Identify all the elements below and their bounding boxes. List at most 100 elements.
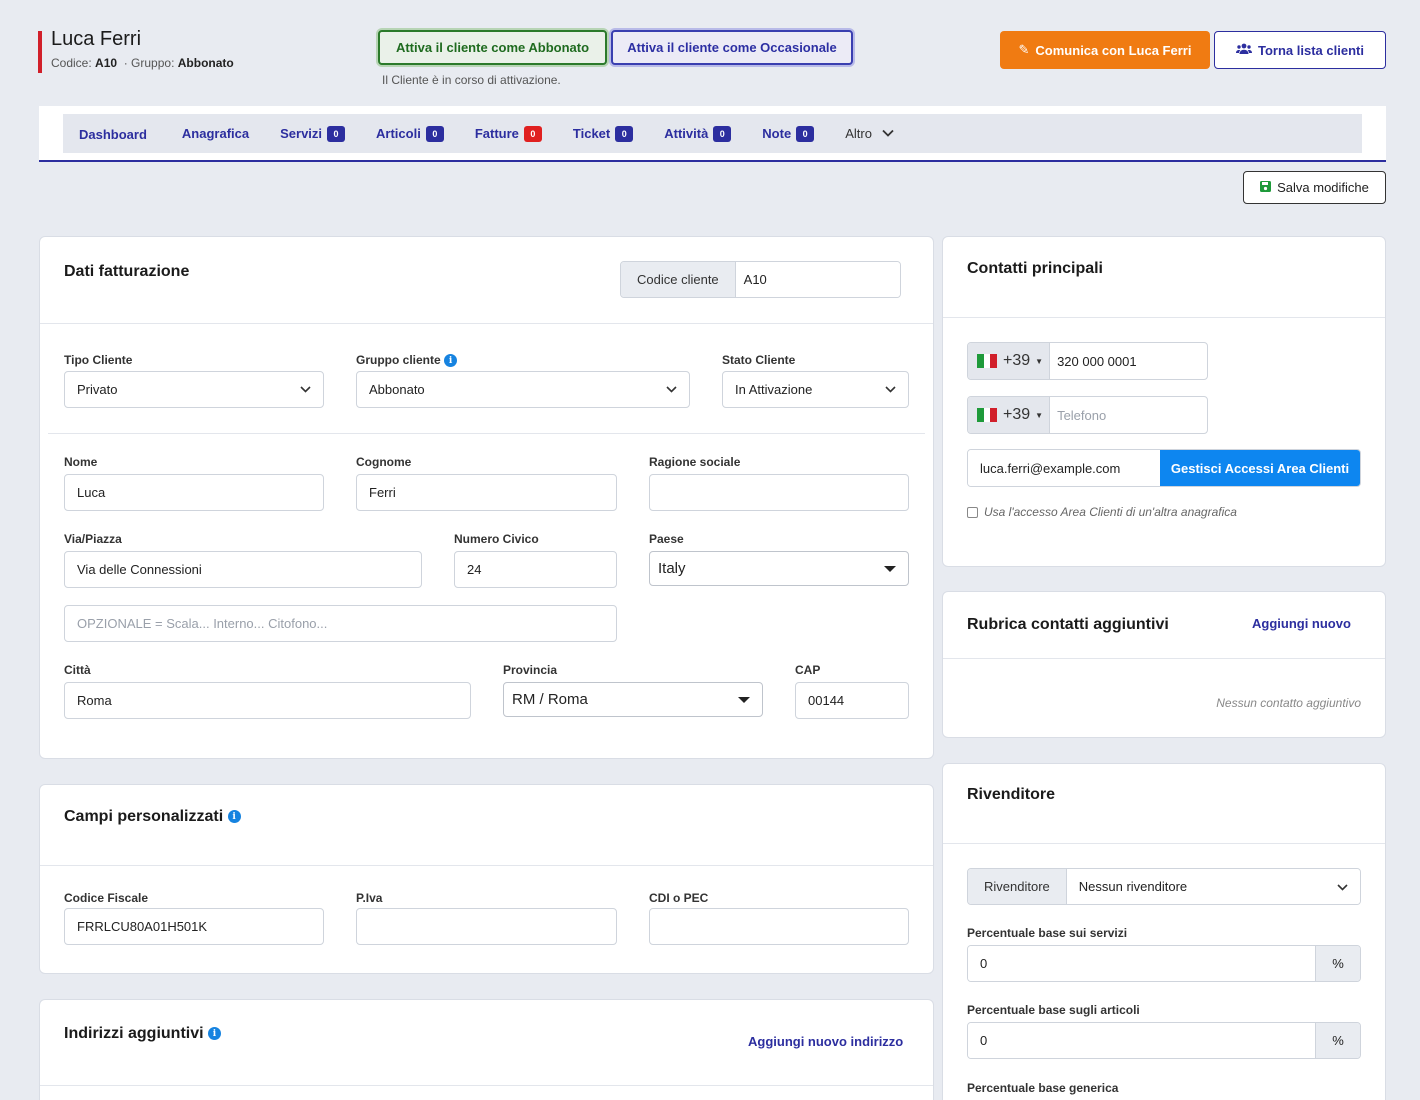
divider: [40, 865, 933, 866]
tipo-cliente-select[interactable]: Privato: [64, 371, 324, 408]
activate-subscriber-button[interactable]: Attiva il cliente come Abbonato: [378, 30, 607, 65]
citta-input[interactable]: Roma: [64, 682, 471, 719]
save-label: Salva modifiche: [1277, 180, 1369, 195]
citta-label: Città: [64, 663, 91, 677]
pct-services-input[interactable]: 0: [968, 946, 1315, 981]
paese-label: Paese: [649, 532, 684, 546]
chevron-down-icon: [885, 384, 896, 396]
activate-occasional-button[interactable]: Attiva il cliente come Occasionale: [611, 30, 853, 65]
civico-input[interactable]: 24: [454, 551, 617, 588]
tab-count-badge: 0: [327, 125, 346, 142]
ragione-sociale-input[interactable]: [649, 474, 909, 511]
info-icon[interactable]: i: [208, 1027, 222, 1041]
caret-down-icon: [884, 565, 896, 572]
chevron-down-icon: [666, 384, 677, 396]
client-code-input[interactable]: A10: [735, 262, 900, 297]
addresses-title-wrap: Indirizzi aggiuntivi i: [64, 1025, 222, 1043]
piva-input[interactable]: [356, 908, 617, 945]
cap-input[interactable]: 00144: [795, 682, 909, 719]
back-to-list-button[interactable]: Torna lista clienti: [1214, 31, 1386, 69]
via-input[interactable]: Via delle Connessioni: [64, 551, 422, 588]
save-button[interactable]: Salva modifiche: [1243, 171, 1386, 204]
via-label: Via/Piazza: [64, 532, 122, 546]
chevron-down-icon: [300, 384, 311, 396]
tab-label: Note: [762, 126, 792, 141]
italy-flag-icon: [977, 354, 998, 368]
tab-label: Servizi: [280, 126, 323, 141]
divider: [48, 433, 925, 434]
rubrica-title: Rubrica contatti aggiuntivi: [967, 616, 1169, 633]
phone-field[interactable]: +39 ▼ 320 000 0001: [967, 342, 1208, 380]
code-label: Codice:: [51, 56, 92, 70]
manage-access-button[interactable]: Gestisci Accessi Area Clienti: [1160, 450, 1360, 486]
tab-label: Ticket: [572, 126, 611, 141]
tab-label: Altro: [845, 126, 872, 141]
piva-label: P.Iva: [356, 891, 383, 905]
tab-label: Fatture: [474, 126, 519, 141]
divider: [943, 658, 1385, 659]
tab-count-badge: 0: [425, 125, 444, 142]
tab-ticket[interactable]: Ticket 0: [572, 125, 634, 142]
gruppo-cliente-select[interactable]: Abbonato: [356, 371, 690, 408]
tab-anagrafica[interactable]: Anagrafica: [182, 126, 249, 141]
add-address-link[interactable]: Aggiungi nuovo indirizzo: [748, 1034, 904, 1049]
stato-cliente-label: Stato Cliente: [722, 353, 796, 367]
caret-down-icon: ▼: [1035, 356, 1044, 366]
stato-cliente-select[interactable]: In Attivazione: [722, 371, 909, 408]
pct-articles-input[interactable]: 0: [968, 1023, 1315, 1058]
tab-label: Dashboard: [79, 127, 147, 142]
paese-select[interactable]: Italy: [649, 551, 909, 586]
email-input[interactable]: luca.ferri@example.com: [968, 450, 1160, 486]
tab-note[interactable]: Note 0: [762, 125, 815, 142]
codice-fiscale-input[interactable]: FRRLCU80A01H501K: [64, 908, 324, 945]
communicate-button[interactable]: ✎ Comunica con Luca Ferri: [1000, 31, 1210, 69]
country-code-select[interactable]: +39 ▼: [968, 343, 1051, 379]
ragione-sociale-label: Ragione sociale: [649, 455, 741, 469]
provincia-select[interactable]: RM / Roma: [503, 682, 763, 717]
nome-label: Nome: [64, 455, 98, 469]
tipo-cliente-label: Tipo Cliente: [64, 353, 133, 367]
use-other-access-row: Usa l'accesso Area Clienti di un'altra a…: [967, 505, 1237, 519]
select-value: Privato: [77, 382, 118, 397]
address-extra-input[interactable]: OPZIONALE = Scala... Interno... Citofono…: [64, 605, 617, 642]
cap-label: CAP: [795, 663, 821, 677]
country-code-select[interactable]: +39 ▼: [968, 397, 1051, 433]
use-other-access-checkbox[interactable]: [967, 506, 978, 518]
percent-addon: %: [1315, 1023, 1360, 1058]
cognome-input[interactable]: Ferri: [356, 474, 617, 511]
codice-fiscale-label: Codice Fiscale: [64, 891, 149, 905]
italy-flag-icon: [977, 408, 998, 422]
select-value: In Attivazione: [735, 382, 813, 397]
tab-dashboard[interactable]: Dashboard: [79, 127, 147, 142]
group-label: · Gruppo:: [123, 56, 175, 70]
contacts-title: Contatti principali: [967, 260, 1103, 277]
caret-down-icon: [738, 696, 750, 703]
phone-input[interactable]: 320 000 0001: [1057, 353, 1137, 369]
caret-down-icon: ▼: [1035, 410, 1044, 420]
nome-input[interactable]: Luca: [64, 474, 324, 511]
add-contact-link[interactable]: Aggiungi nuovo: [1252, 616, 1351, 631]
custom-fields-title-wrap: Campi personalizzati i: [64, 808, 241, 826]
info-icon[interactable]: i: [444, 354, 458, 368]
code-value: A10: [95, 56, 118, 70]
tab-altro[interactable]: Altro: [845, 126, 894, 141]
back-to-list-label: Torna lista clienti: [1258, 42, 1364, 58]
tab-label: Anagrafica: [181, 126, 250, 141]
phone2-input[interactable]: Telefono: [1057, 407, 1107, 423]
tab-servizi[interactable]: Servizi 0: [280, 125, 346, 142]
tab-count-badge: 0: [713, 125, 732, 142]
info-icon[interactable]: i: [227, 810, 241, 824]
select-value: Nessun rivenditore: [1078, 879, 1188, 894]
tab-articoli[interactable]: Articoli 0: [376, 125, 444, 142]
reseller-select[interactable]: Nessun rivenditore: [1066, 869, 1360, 904]
tab-fatture[interactable]: Fatture 0: [474, 125, 542, 142]
tab-attivita[interactable]: Attività 0: [664, 125, 732, 142]
pct-articles-group: 0 %: [967, 1022, 1361, 1059]
chevron-down-icon: [1337, 879, 1348, 894]
phone2-field[interactable]: +39 ▼ Telefono: [967, 396, 1208, 434]
pct-articles-label: Percentuale base sugli articoli: [967, 1003, 1140, 1017]
client-name: Luca Ferri: [51, 28, 142, 50]
cdi-pec-input[interactable]: [649, 908, 909, 945]
client-meta: Codice: A10 · Gruppo: Abbonato: [51, 56, 234, 70]
empty-contacts-text: Nessun contatto aggiuntivo: [1216, 696, 1361, 710]
